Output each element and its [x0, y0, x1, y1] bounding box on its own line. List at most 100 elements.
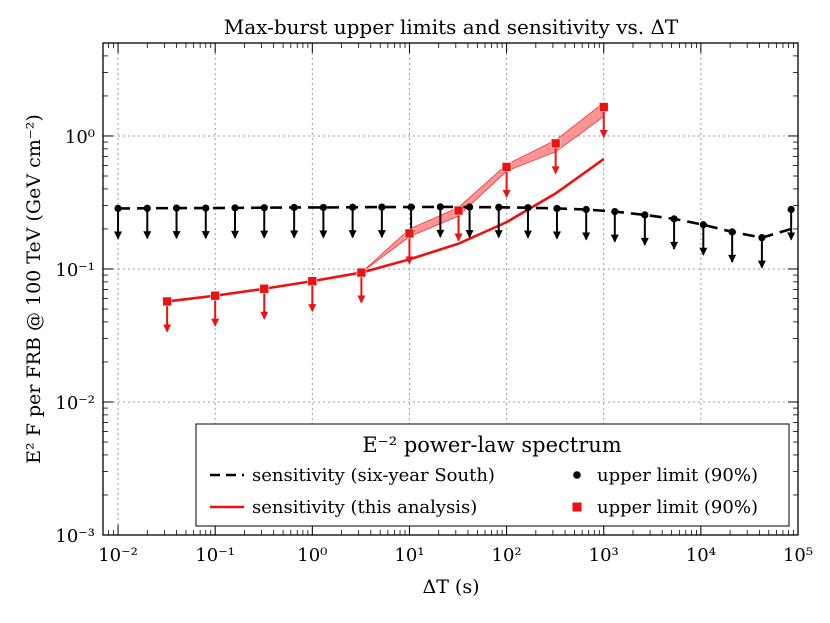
black-upper-limit-arrow-head — [728, 254, 737, 263]
black-upper-limit-arrow-head — [436, 229, 445, 238]
y-tick-label: 10⁰ — [65, 127, 95, 148]
series-layer — [118, 158, 792, 303]
black-upper-limit-point — [114, 204, 122, 213]
black-upper-limit-point — [553, 204, 561, 213]
black-upper-limit-arrow-head — [172, 231, 181, 240]
black-upper-limit-arrow-head — [465, 230, 474, 239]
band-layer — [361, 101, 605, 273]
plot-frame — [102, 42, 799, 536]
black-upper-limit-point — [172, 204, 181, 212]
six-year-sensitivity-line — [118, 205, 792, 239]
black-upper-limit-arrow-head — [610, 234, 619, 243]
x-tick-label: 10⁵ — [783, 545, 813, 566]
chart-title: Max-burst upper limits and sensitivity v… — [224, 15, 679, 39]
black-upper-limit-point — [787, 205, 795, 214]
y-tick-label: 10⁻¹ — [55, 260, 95, 281]
black-upper-limit-arrow-head — [201, 231, 210, 240]
black-upper-limit-point — [641, 211, 649, 219]
black-upper-limit-arrow-head — [377, 230, 386, 239]
black-upper-limit-point — [319, 203, 327, 212]
ticks — [103, 43, 799, 536]
legend-title: E⁻² power-law spectrum — [362, 433, 621, 457]
y-axis-title: E² F per FRB @ 100 TeV (GeV cm⁻²) — [23, 114, 45, 464]
upper-limit-band — [361, 101, 605, 273]
legend-swatch-circle — [573, 471, 581, 479]
x-tick-label: 10⁰ — [297, 545, 327, 566]
red-upper-limit-point — [550, 138, 561, 149]
black-upper-limit-point — [260, 204, 268, 212]
red-upper-limit-arrow-head — [551, 166, 560, 175]
red-upper-limit-arrow-head — [308, 304, 317, 313]
black-upper-limit-point — [728, 228, 736, 236]
red-upper-limit-arrow-head — [405, 256, 414, 265]
y-tick-label: 10⁻³ — [55, 526, 95, 547]
black-upper-limit-arrow-head — [787, 232, 796, 241]
black-upper-limit-point — [582, 205, 590, 214]
x-axis-title: ΔT (s) — [422, 576, 479, 598]
black-upper-limit-arrow-head — [670, 241, 679, 250]
x-tick-label: 10³ — [589, 545, 619, 566]
black-upper-limit-point — [524, 204, 532, 212]
red-upper-limit-arrow-head — [454, 233, 463, 242]
black-upper-limit-arrow-head — [231, 230, 240, 239]
legend-label: upper limit (90%) — [597, 465, 758, 486]
black-upper-limit-point — [143, 204, 151, 212]
legend: E⁻² power-law spectrum sensitivity (six-… — [195, 423, 790, 527]
red-upper-limit-point — [356, 267, 367, 278]
black-upper-limit-point — [290, 203, 298, 212]
red-upper-limit-point — [404, 228, 415, 239]
y-tick-label: 10⁻² — [55, 393, 95, 414]
red-upper-limit-point — [501, 162, 512, 172]
red-upper-limit-arrow-head — [502, 189, 511, 198]
black-upper-limit-arrow-head — [582, 232, 591, 241]
x-tick-label: 10⁴ — [686, 545, 716, 566]
x-tick-label: 10⁻² — [98, 545, 138, 566]
red-upper-limit-arrow-head — [211, 318, 220, 327]
black-upper-limit-arrow-head — [552, 231, 561, 240]
legend-label: sensitivity (six-year South) — [252, 465, 495, 486]
black-upper-limit-arrow-head — [290, 230, 299, 239]
red-upper-limit-arrow-head — [163, 324, 172, 333]
tick-labels: 10⁻² 10⁻¹ 10⁰ 10¹ 10² 10³ 10⁴ 10⁵10⁻³10⁻²10⁻¹10… — [55, 127, 813, 566]
black-upper-limit-point — [495, 203, 503, 211]
red-upper-limit-point — [307, 276, 318, 286]
black-upper-limit-point — [436, 203, 444, 211]
x-tick-label: 10⁻¹ — [195, 545, 235, 566]
red-upper-limit-arrow-head — [260, 311, 269, 320]
black-upper-limit-arrow-head — [143, 231, 152, 240]
x-tick-label: 10² — [492, 545, 522, 566]
red-upper-limit-point — [162, 296, 172, 307]
black-upper-limit-arrow-head — [640, 237, 649, 246]
black-upper-limit-arrow-head — [114, 231, 123, 240]
legend-box — [195, 423, 790, 527]
x-tick-label: 10¹ — [394, 545, 424, 566]
red-upper-limit-point — [210, 290, 220, 301]
marker-layer — [114, 102, 796, 333]
red-upper-limit-point — [259, 283, 270, 294]
black-upper-limit-arrow-head — [699, 247, 708, 256]
legend-label: upper limit (90%) — [597, 497, 758, 518]
black-upper-limit-point — [378, 203, 386, 211]
black-upper-limit-point — [758, 234, 766, 242]
legend-entries: sensitivity (six-year South) upper limit … — [210, 465, 758, 518]
black-upper-limit-point — [202, 204, 210, 212]
black-upper-limit-point — [465, 203, 474, 211]
black-upper-limit-arrow-head — [348, 230, 357, 239]
red-upper-limit-arrow-head — [599, 130, 608, 139]
black-upper-limit-arrow-head — [523, 230, 532, 239]
black-upper-limit-arrow-head — [494, 230, 503, 239]
black-upper-limit-point — [407, 203, 415, 211]
black-upper-limit-point — [349, 203, 357, 211]
black-upper-limit-point — [699, 221, 707, 229]
black-upper-limit-point — [670, 215, 678, 223]
red-upper-limit-arrow-head — [357, 295, 366, 304]
black-upper-limit-arrow-head — [757, 260, 766, 269]
legend-swatch-square — [572, 502, 582, 512]
red-upper-limit-point — [453, 205, 464, 216]
black-upper-limit-point — [231, 204, 239, 212]
black-upper-limit-arrow-head — [260, 230, 269, 239]
black-upper-limit-point — [611, 208, 619, 216]
black-upper-limit-arrow-head — [319, 230, 328, 239]
red-upper-limit-point — [598, 102, 609, 112]
